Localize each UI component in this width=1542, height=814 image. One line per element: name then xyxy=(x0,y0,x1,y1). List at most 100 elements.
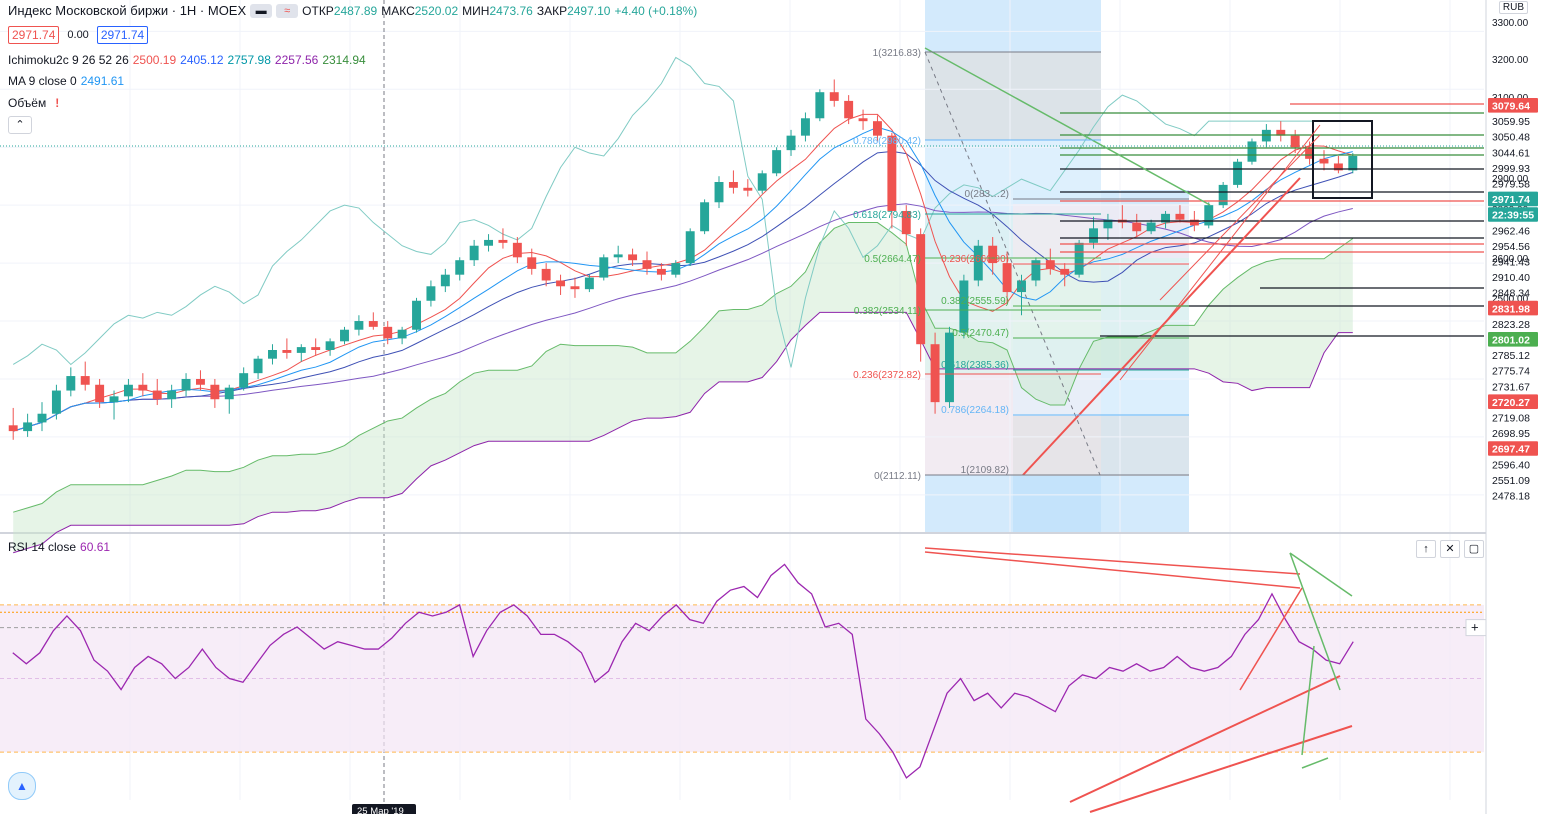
candle-body xyxy=(109,396,119,403)
candle-body xyxy=(1002,263,1012,293)
ichimoku-values: 2500.19 2405.12 2757.98 2257.56 2314.94 xyxy=(133,53,370,67)
tradingview-logo-icon[interactable]: ▲ xyxy=(8,772,36,800)
candle-body xyxy=(123,384,133,397)
ichimoku-value: 2757.98 xyxy=(227,53,271,67)
close-pane-icon[interactable]: ✕ xyxy=(1440,540,1460,558)
candle-body xyxy=(800,118,810,136)
collapse-legend-button[interactable]: ⌃ xyxy=(8,116,32,134)
candle-body xyxy=(383,326,393,339)
rsi-legend[interactable]: RSI 14 close 60.61 xyxy=(8,540,110,554)
price-label: 2848.34 xyxy=(1492,288,1530,300)
candle-body xyxy=(988,245,998,264)
move-pane-up-icon[interactable]: ↑ xyxy=(1416,540,1436,558)
candle-body xyxy=(613,254,623,258)
candle-body xyxy=(1305,147,1315,159)
candle-body xyxy=(1161,213,1171,223)
ohlc-values: ОТКР2487.89 МАКС2520.02 МИН2473.76 ЗАКР2497… xyxy=(302,4,701,18)
candle-body xyxy=(527,257,537,269)
candle-body xyxy=(1175,213,1185,220)
candle-body xyxy=(1276,129,1286,136)
rsi-value: 60.61 xyxy=(80,540,111,554)
volume-name: Объём xyxy=(8,96,47,110)
candle-body xyxy=(1189,219,1199,226)
fib-zone xyxy=(925,140,1101,214)
fib-labels: 1(3216.83) 0.786(2980.42) 0.618(2794.83) 0.… xyxy=(853,48,1189,482)
price-label-box xyxy=(1488,207,1538,222)
candle-body xyxy=(1204,205,1214,226)
price-label-box xyxy=(1488,300,1538,316)
fib-label: 0.786(2264.18) xyxy=(941,405,1009,416)
price-label: 3044.61 xyxy=(1492,147,1530,159)
bid-price[interactable]: 2971.74 xyxy=(8,26,60,44)
fib-label: 1(2109.82) xyxy=(961,465,1009,476)
volume-legend[interactable]: Объём ! xyxy=(8,96,64,110)
ohlc-item: +4.40 (+0.18%) xyxy=(614,3,698,18)
candle-body xyxy=(1333,163,1343,171)
fib-label: 0.5(2470.47) xyxy=(952,328,1009,339)
price-label: 2698.95 xyxy=(1492,428,1530,440)
rsi-line xyxy=(12,563,1354,779)
candle-body xyxy=(268,350,277,359)
candle-body xyxy=(239,373,249,388)
price-label: 2941.43 xyxy=(1492,257,1530,269)
price-axis: 3300.003200.003100.002900.002800.002600.… xyxy=(352,0,1542,814)
rsi-trend-line xyxy=(1089,725,1353,813)
candle-body xyxy=(8,425,18,432)
candle-body xyxy=(167,390,177,400)
chikou-line xyxy=(12,56,1353,368)
ichimoku-legend[interactable]: Ichimoku2c 9 26 52 26 2500.19 2405.12 2757… xyxy=(8,53,370,67)
candle-body xyxy=(656,268,666,275)
price-label: 3050.48 xyxy=(1492,132,1530,144)
fib-zone xyxy=(1013,258,1189,300)
candle-body xyxy=(1017,280,1026,293)
candle-body xyxy=(671,263,681,275)
fib-label: 0.382(2534.11) xyxy=(854,306,921,317)
currency-label[interactable]: RUB xyxy=(1498,1,1528,14)
price-label-box xyxy=(1488,332,1538,347)
ohlc-item: МАКС2520.02 xyxy=(381,3,459,18)
price-tick: 2900.00 xyxy=(1492,174,1529,185)
candle-body xyxy=(210,384,220,400)
candle-body xyxy=(541,268,551,281)
compare-icon[interactable]: ≈ xyxy=(276,3,299,18)
ohlc-item: ОТКР2487.89 xyxy=(302,3,378,18)
ma-legend[interactable]: MA 9 close 0 2491.61 xyxy=(8,74,124,88)
ohlc-item: ЗАКР2497.10 xyxy=(536,3,611,18)
price-label: 2962.46 xyxy=(1492,225,1530,237)
ichimoku-value: 2500.19 xyxy=(132,53,177,67)
symbol-title[interactable]: Индекс Московской биржи · 1H · MOEX xyxy=(8,3,247,18)
candle-body xyxy=(772,150,782,174)
candle-body xyxy=(1074,242,1084,275)
candle-body xyxy=(80,376,90,385)
rsi-trend-line xyxy=(1301,757,1329,769)
price-label: 2801.02 xyxy=(1492,335,1530,347)
candle-body xyxy=(1218,184,1228,206)
candle-body xyxy=(512,242,522,258)
candle-body xyxy=(181,378,191,391)
price-label: 2720.27 xyxy=(1492,397,1530,409)
warning-icon[interactable]: ! xyxy=(55,96,60,110)
candle-body xyxy=(930,344,940,403)
candle-body xyxy=(138,384,148,391)
candle-body xyxy=(325,341,335,350)
candle-body xyxy=(397,329,407,339)
fib-label: 0.786(2980.42) xyxy=(853,136,921,147)
fib-trend-dashed xyxy=(924,51,1014,266)
candle-body xyxy=(714,182,724,203)
candle-body xyxy=(728,182,738,188)
rsi-trend-line xyxy=(1289,552,1353,597)
visibility-icon[interactable]: ▬ xyxy=(250,3,273,18)
price-label: 2999.93 xyxy=(1492,163,1530,175)
fib-label: 0(283…2) xyxy=(965,189,1009,200)
fib-label: 0.618(2794.83) xyxy=(853,210,921,221)
ask-price[interactable]: 2971.74 xyxy=(96,26,149,44)
price-label-box xyxy=(1488,98,1538,113)
price-label: 2551.09 xyxy=(1492,475,1530,487)
maximize-pane-icon[interactable]: ▢ xyxy=(1464,540,1484,558)
rsi-pane: 80.0070.0060.0050.0040.0030.0020.00+63.8… xyxy=(0,547,1527,813)
price-label: 2785.12 xyxy=(1492,350,1530,362)
candle-body xyxy=(1290,135,1300,148)
candle-body xyxy=(440,274,450,287)
candle-body xyxy=(887,135,897,211)
